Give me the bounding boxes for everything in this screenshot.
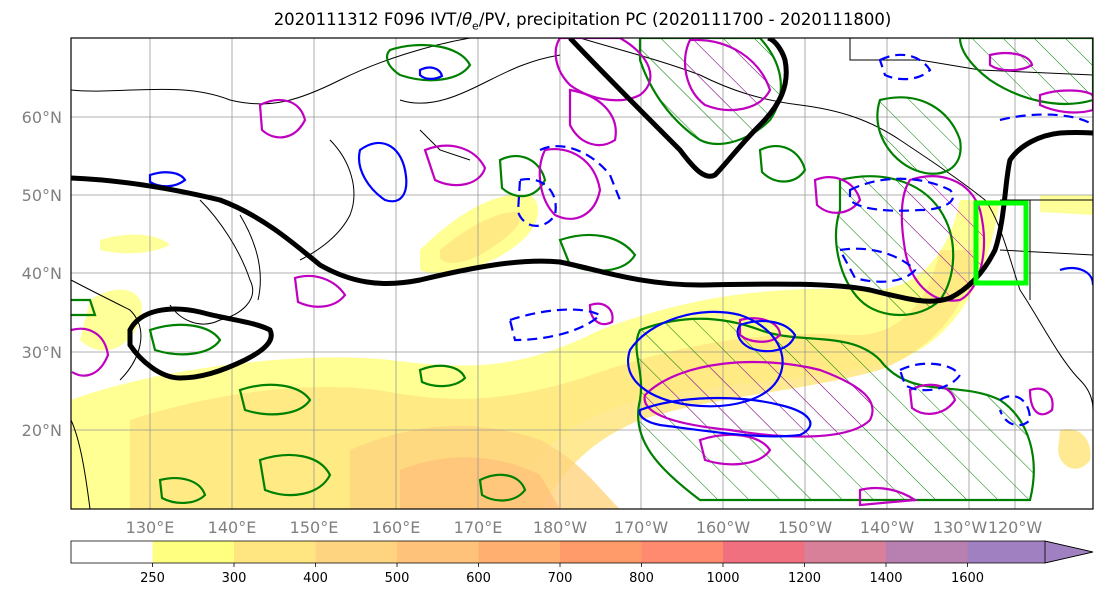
colorbar: 250 300 400 500 600 700 800 1000 1200 1400 1600 — [70, 540, 1105, 586]
colorbar-tick-label: 1200 — [788, 571, 821, 586]
colorbar-segment — [397, 541, 479, 563]
target-region-box — [973, 200, 1029, 286]
colorbar-segment — [315, 541, 398, 563]
colorbar-segment — [804, 541, 887, 563]
lat-label: 50°N — [22, 186, 62, 205]
colorbar-tick-label: 400 — [303, 571, 328, 586]
lat-label: 40°N — [22, 264, 62, 283]
colorbar-segment — [641, 541, 724, 563]
colorbar-tick-label: 600 — [466, 571, 491, 586]
map-frame — [70, 37, 1094, 510]
lon-label: 160°E — [372, 518, 421, 537]
colorbar-segment — [152, 541, 235, 563]
theta-e-contours — [148, 53, 1093, 438]
lat-label: 30°N — [22, 343, 62, 362]
precip-small-contours — [71, 43, 807, 504]
pv-contours — [71, 38, 1093, 507]
lon-label: 130°W — [933, 518, 988, 537]
map-plot-area — [71, 38, 1093, 509]
colorbar-tick-label: 1600 — [951, 571, 984, 586]
colorbar-tick-label: 700 — [548, 571, 573, 586]
ivt-contours — [71, 38, 1093, 381]
lon-label: 170°E — [454, 518, 503, 537]
colorbar-segment — [234, 541, 316, 563]
lat-label: 20°N — [22, 421, 62, 440]
colorbar-segment — [71, 541, 153, 563]
colorbar-segment — [886, 541, 968, 563]
colorbar-segment — [478, 541, 561, 563]
colorbar-tick-label: 300 — [222, 571, 247, 586]
lon-label: 140°E — [208, 518, 257, 537]
longitude-labels: 130°E 140°E 150°E 160°E 170°E 180°W 170°… — [126, 518, 1043, 537]
latitude-labels: 60°N 50°N 40°N 30°N 20°N — [22, 108, 62, 440]
colorbar-frame — [70, 540, 1094, 564]
colorbar-tick-label: 800 — [629, 571, 654, 586]
lon-label: 150°W — [778, 518, 833, 537]
colorbar-tick-label: 250 — [140, 571, 165, 586]
colorbar-tick-label: 1000 — [706, 571, 739, 586]
colorbar-tick-label: 500 — [385, 571, 410, 586]
lon-label: 120°W — [988, 518, 1043, 537]
lon-label: 140°W — [860, 518, 915, 537]
lat-label: 60°N — [22, 108, 62, 127]
lon-label: 160°W — [696, 518, 751, 537]
lon-label: 130°E — [126, 518, 175, 537]
ivt-shading — [71, 194, 1093, 509]
lon-label: 170°W — [614, 518, 669, 537]
colorbar-tick-label: 1400 — [869, 571, 902, 586]
colorbar-segment — [967, 541, 1050, 563]
lon-label: 150°E — [290, 518, 339, 537]
figure-title: 2020111312 F096 IVT/θe/PV, precipitation… — [273, 10, 892, 33]
colorbar-segment — [723, 541, 805, 563]
lon-label: 180°W — [533, 518, 588, 537]
colorbar-segment — [560, 541, 642, 563]
